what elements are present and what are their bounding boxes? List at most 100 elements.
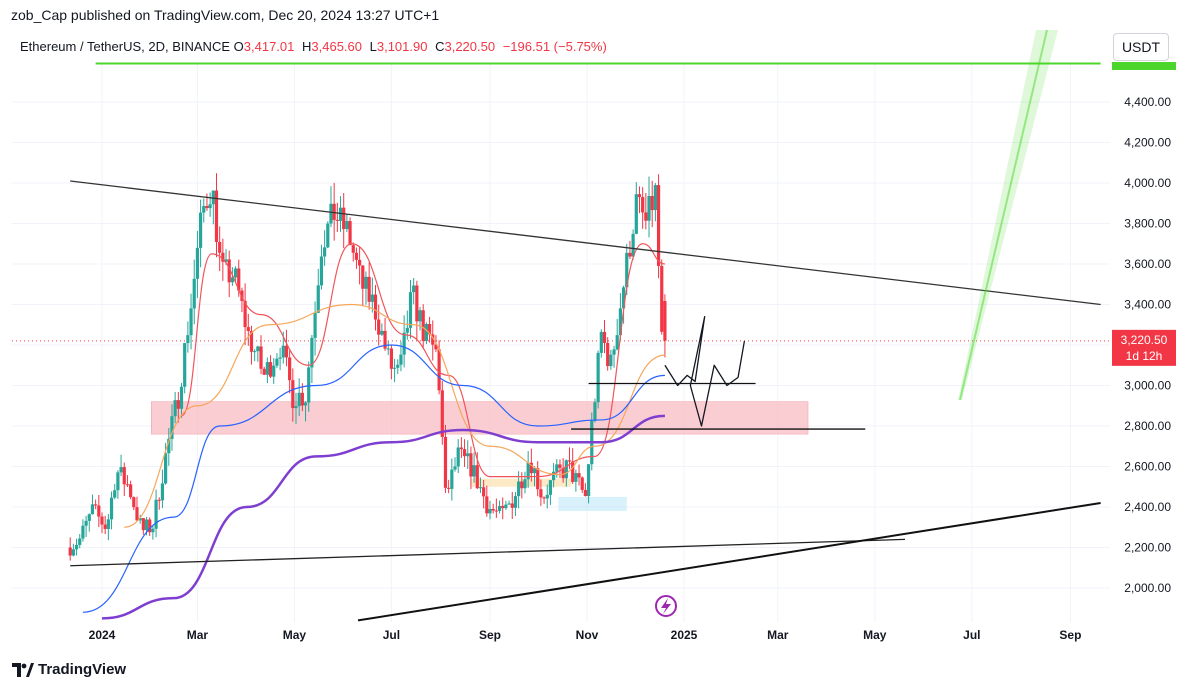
candle-body: [656, 185, 661, 266]
candle-body: [243, 300, 247, 328]
candle-body: [412, 285, 416, 293]
candle-body: [214, 190, 219, 242]
candle-body: [555, 464, 559, 472]
candle-body: [183, 343, 187, 387]
candle-body: [294, 406, 298, 409]
candle-body: [154, 499, 158, 529]
candle-body: [504, 504, 508, 509]
candle-body: [284, 345, 289, 358]
candle-body: [281, 345, 285, 358]
candle-body: [303, 402, 308, 406]
candle-body: [380, 330, 384, 335]
candle-body: [338, 207, 343, 221]
candle-body: [475, 465, 479, 489]
candle-body: [644, 212, 648, 221]
candle-body: [478, 487, 483, 489]
candle-body: [586, 464, 591, 497]
candle-body: [529, 462, 533, 474]
candle-body: [567, 460, 572, 462]
candle-body: [211, 190, 215, 205]
candle-body: [116, 472, 120, 491]
candle-body: [389, 348, 394, 369]
lightning-icon[interactable]: [655, 595, 677, 617]
moving-average-line: [82, 344, 665, 613]
candle-body: [74, 544, 79, 550]
candle-body: [421, 310, 425, 341]
candle-body: [230, 277, 234, 283]
currency-button[interactable]: USDT: [1113, 33, 1169, 61]
candle-body: [192, 278, 196, 309]
open-value: 3,417.01: [243, 39, 295, 54]
candle-body: [348, 221, 352, 246]
candle-body: [625, 252, 629, 288]
candle-body: [151, 528, 155, 533]
time-tick-label: Sep: [479, 628, 501, 642]
candle-body: [641, 197, 645, 213]
candle-body: [571, 461, 575, 482]
candle-body: [501, 505, 505, 509]
candle-body: [466, 453, 470, 457]
candle-body: [615, 335, 619, 350]
candle-body: [224, 259, 228, 262]
candle-body: [68, 547, 72, 556]
candle-body: [653, 185, 657, 211]
price-tick-label: 2,200.00: [1124, 541, 1171, 555]
candle-body: [621, 287, 626, 309]
time-tick-label: Jul: [383, 628, 400, 642]
projection-path: [664, 315, 746, 427]
candle-body: [564, 460, 568, 479]
candle-body: [453, 466, 457, 470]
candle-body: [189, 308, 193, 336]
candle-body: [246, 327, 250, 331]
candle-body: [144, 519, 149, 531]
candle-body: [316, 285, 320, 313]
candle-body: [485, 496, 489, 514]
candle-body: [650, 196, 654, 211]
green-line-tag: [1112, 62, 1176, 70]
candle-body: [370, 294, 374, 302]
candle-body: [447, 487, 451, 489]
candle-body: [637, 194, 642, 198]
moving-average-line: [101, 414, 665, 620]
candle-body: [132, 497, 136, 508]
candle-body: [84, 520, 88, 526]
candle-body: [383, 330, 387, 349]
candle-body: [221, 252, 225, 262]
candle-body: [164, 453, 168, 484]
candle-body: [396, 364, 400, 368]
candle-body: [265, 362, 269, 375]
candle-body: [170, 416, 174, 439]
candle-body: [405, 327, 409, 333]
candle-body: [297, 392, 301, 407]
candle-body: [81, 525, 85, 539]
price-tick-label: 2,400.00: [1124, 500, 1171, 514]
candle-body: [329, 203, 333, 224]
price-tick-label: 3,000.00: [1124, 379, 1171, 393]
candle-body: [345, 221, 349, 230]
candle-body: [354, 252, 359, 260]
candle-body: [179, 386, 184, 409]
tradingview-logo[interactable]: TradingView: [12, 661, 126, 678]
symbol-title[interactable]: Ethereum / TetherUS, 2D, BINANCE: [20, 39, 231, 54]
close-label: C: [435, 39, 445, 54]
price-tick-label: 4,000.00: [1124, 176, 1171, 190]
candle-body: [364, 276, 368, 289]
candle-body: [205, 206, 209, 209]
candle-body: [313, 312, 317, 338]
candle-body: [167, 438, 171, 454]
candle-body: [141, 518, 145, 531]
candle-body: [138, 518, 142, 521]
candle-body: [628, 252, 632, 257]
high-label: H: [302, 39, 312, 54]
candle-body: [520, 481, 524, 489]
projection-fan: [958, 29, 1058, 401]
candle-body: [402, 332, 406, 355]
candle-body: [539, 489, 543, 498]
candle-body: [494, 510, 498, 512]
candle-body: [532, 468, 537, 474]
candle-body: [660, 265, 664, 332]
candle-body: [332, 203, 336, 220]
price-tick-label: 3,800.00: [1124, 217, 1171, 231]
candle-body: [319, 256, 324, 286]
